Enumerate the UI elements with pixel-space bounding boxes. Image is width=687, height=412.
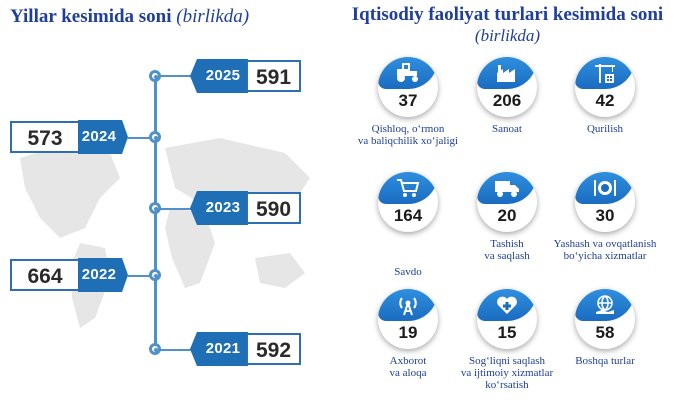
year-label-2025: 2025 <box>190 59 248 93</box>
year-value-2021: 592 <box>246 333 301 365</box>
sector-label: Qishloq, o‘rmon va baliqchilik xo‘jaligi <box>357 123 459 147</box>
timeline-connector <box>160 208 192 210</box>
truck-icon <box>477 175 537 201</box>
sector-value: 206 <box>492 91 522 110</box>
year-value-2024: 573 <box>10 121 80 153</box>
sector-label: Sog‘liqni saqlash va ijtimoiy xizmatlar … <box>460 355 554 391</box>
sector-value: 20 <box>497 206 517 225</box>
year-value-2022: 664 <box>10 259 80 291</box>
right-panel-subtitle: (birlikda) <box>474 26 541 45</box>
sector-badge: 58 <box>575 289 635 349</box>
timeline-dot <box>149 70 161 82</box>
timeline-dot <box>149 131 161 143</box>
timeline-connector <box>127 137 151 139</box>
sector-label: Tashish va saqlash <box>484 238 530 262</box>
sector-card-trade: 164 Savdo <box>357 172 457 288</box>
year-value-2025: 591 <box>246 60 301 92</box>
sector-badge: 20 <box>477 172 537 232</box>
sector-card-transport: 20 Tashish va saqlash <box>456 172 556 288</box>
sector-label: Boshqa turlar <box>575 355 635 367</box>
sector-value: 42 <box>595 91 615 110</box>
crane-icon <box>575 60 635 86</box>
timeline-dot <box>149 202 161 214</box>
right-panel-title: Iqtisodiy faoliyat turlari kesimida soni <box>351 4 664 25</box>
health-heart-icon <box>477 292 537 318</box>
globe-hand-icon <box>575 292 635 318</box>
tractor-icon <box>378 60 438 86</box>
left-title-text: Yillar kesimida soni <box>10 6 172 27</box>
sector-card-ict: 19 Axborot va aloqa <box>357 289 457 405</box>
sector-value: 15 <box>497 323 517 342</box>
sector-badge: 19 <box>378 289 438 349</box>
timeline-dot <box>149 269 161 281</box>
year-value-2023: 590 <box>246 192 301 224</box>
sector-value: 58 <box>595 323 615 342</box>
year-label-2023: 2023 <box>190 191 248 225</box>
sector-value: 19 <box>398 323 418 342</box>
sector-card-health: 15 Sog‘liqni saqlash va ijtimoiy xizmatl… <box>456 289 556 405</box>
shopping-cart-icon <box>378 175 438 201</box>
sector-value: 30 <box>595 206 615 225</box>
sector-badge: 206 <box>477 57 537 117</box>
sector-card-industry: 206 Sanoat <box>456 57 556 173</box>
sector-card-construction: 42 Qurilish <box>554 57 654 173</box>
sector-label: Sanoat <box>492 123 522 135</box>
antenna-icon <box>378 292 438 318</box>
sector-card-agriculture: 37 Qishloq, o‘rmon va baliqchilik xo‘jal… <box>357 57 458 173</box>
timeline-connector <box>160 75 192 77</box>
sector-card-other: 58 Boshqa turlar <box>554 289 654 405</box>
sector-badge: 15 <box>477 289 537 349</box>
left-panel-title: Yillar kesimida soni (birlikda) <box>10 6 249 28</box>
year-label-2024: 2024 <box>78 120 128 154</box>
sector-badge: 37 <box>378 57 438 117</box>
sector-value: 164 <box>393 206 423 225</box>
sector-card-accommodation: 30 Yashash va ovqatlanish bo‘yicha xizma… <box>554 172 656 288</box>
sector-label: Qurilish <box>586 123 624 135</box>
year-label-2022: 2022 <box>78 258 128 292</box>
sector-value: 37 <box>398 91 418 110</box>
sector-label: Axborot va aloqa <box>389 355 427 379</box>
sector-badge: 164 <box>378 172 438 232</box>
sector-label: Savdo <box>394 266 422 278</box>
timeline-connector <box>160 349 192 351</box>
sector-label: Yashash va ovqatlanish bo‘yicha xizmatla… <box>553 238 657 262</box>
factory-icon <box>477 60 537 86</box>
timeline-dot <box>149 343 161 355</box>
sector-badge: 30 <box>575 172 635 232</box>
year-label-2021: 2021 <box>190 332 248 366</box>
sector-badge: 42 <box>575 57 635 117</box>
timeline-connector <box>127 275 151 277</box>
dining-icon <box>575 175 635 201</box>
left-title-unit: (birlikda) <box>176 6 250 27</box>
